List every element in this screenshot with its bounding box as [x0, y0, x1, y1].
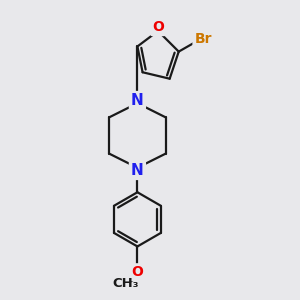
Text: CH₃: CH₃: [112, 278, 139, 290]
Text: N: N: [131, 163, 144, 178]
Text: O: O: [152, 20, 164, 34]
Text: Br: Br: [194, 32, 212, 46]
Text: N: N: [131, 93, 144, 108]
Text: O: O: [131, 265, 143, 279]
